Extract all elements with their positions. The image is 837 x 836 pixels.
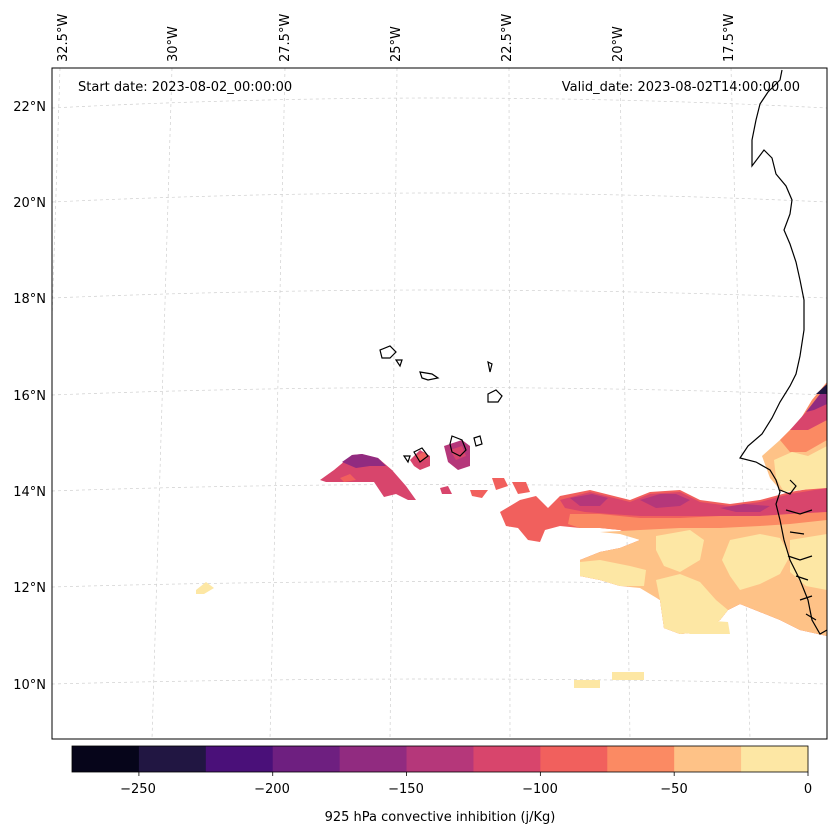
lon-label: 25°W — [389, 26, 404, 62]
lat-label: 22°N — [13, 100, 46, 115]
colorbar-tick: −50 — [660, 782, 687, 797]
lon-label: 27.5°W — [278, 14, 293, 62]
lat-label: 16°N — [13, 389, 46, 404]
colorbar-segment — [473, 746, 541, 772]
colorbar-segment — [72, 746, 140, 772]
colorbar-segment — [741, 746, 809, 772]
map-area — [52, 68, 827, 739]
cin-contours — [196, 382, 827, 688]
colorbar-tick: −250 — [120, 782, 156, 797]
colorbar-tick: −200 — [254, 782, 290, 797]
colorbar — [71, 745, 809, 776]
lon-label: 30°W — [166, 26, 181, 62]
latitude-labels: 22°N 20°N 18°N 16°N 14°N 12°N 10°N — [13, 100, 46, 693]
colorbar-segment — [339, 746, 408, 772]
longitude-labels: 32.5°W 30°W 27.5°W 25°W 22.5°W 20°W 17.5… — [56, 14, 737, 62]
colorbar-tick: 0 — [804, 782, 812, 797]
coastline — [379, 69, 828, 635]
colorbar-segment — [138, 746, 207, 772]
colorbar-segment — [406, 746, 474, 772]
colorbar-tick: −100 — [522, 782, 558, 797]
colorbar-frame — [71, 745, 809, 773]
colorbar-segment — [540, 746, 608, 772]
colorbar-label: 925 hPa convective inhibition (j/Kg) — [325, 810, 556, 825]
lon-label: 17.5°W — [722, 14, 737, 62]
lat-label: 18°N — [13, 292, 46, 307]
start-date: Start date: 2023-08-02_00:00:00 — [78, 80, 292, 95]
colorbar-segment — [607, 746, 675, 772]
graticule — [51, 67, 828, 740]
lat-label: 12°N — [13, 581, 46, 596]
colorbar-tick: −150 — [388, 782, 424, 797]
lon-label: 22.5°W — [500, 14, 515, 62]
lon-label: 32.5°W — [56, 14, 71, 62]
lat-label: 14°N — [13, 485, 46, 500]
colorbar-tick-labels: −250 −200 −150 −100 −50 0 — [120, 782, 812, 797]
lon-label: 20°W — [611, 26, 626, 62]
map-frame — [51, 67, 828, 740]
colorbar-segment — [272, 746, 341, 772]
colorbar-segment — [205, 746, 274, 772]
valid-date: Valid_date: 2023-08-02T14:00:00.00 — [562, 80, 800, 95]
lat-label: 10°N — [13, 678, 46, 693]
colorbar-segment — [674, 746, 742, 772]
lat-label: 20°N — [13, 196, 46, 211]
